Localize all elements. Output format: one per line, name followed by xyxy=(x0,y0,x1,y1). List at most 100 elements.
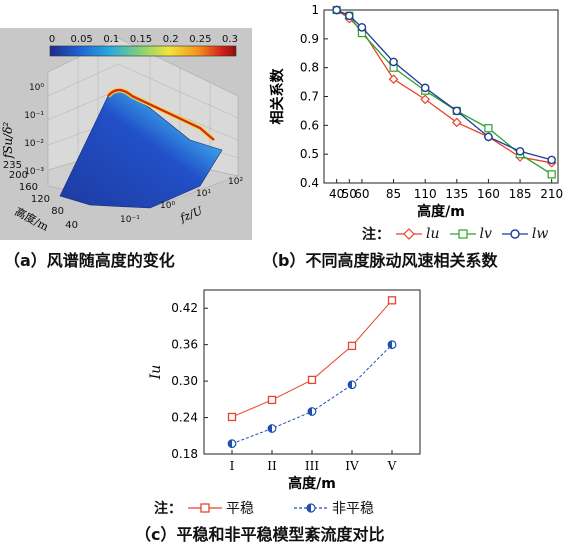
height-tick-label: 160 xyxy=(19,182,38,193)
series-line-1 xyxy=(231,344,393,445)
y-tick-label: 0.30 xyxy=(171,374,198,388)
data-point-lw xyxy=(344,11,354,21)
data-point-stationary xyxy=(387,296,397,305)
series-line-lu xyxy=(336,9,552,164)
legend-b-lw-text: lw xyxy=(531,226,549,242)
caption-c: （c）平稳和非平稳模型紊流度对比 xyxy=(135,525,385,544)
colorbar-tick-label: 0.05 xyxy=(71,34,93,45)
x-tick-label: 135 xyxy=(445,187,468,201)
data-point-lw xyxy=(420,83,430,93)
colorbar-tick-label: 0.15 xyxy=(130,34,152,45)
x-tick-label: 60 xyxy=(354,187,369,201)
data-point-stationary xyxy=(227,412,237,422)
y-tick-label: 0.36 xyxy=(171,338,198,352)
y-tick-label: 0.4 xyxy=(300,176,319,190)
data-point-lw xyxy=(389,57,398,67)
y-tick-label: 0.18 xyxy=(171,447,198,461)
data-point-stationary xyxy=(267,395,277,405)
caption-b: （b）不同高度脉动风速相关系数 xyxy=(262,251,498,270)
colorbar-tick-label: 0.1 xyxy=(103,34,119,45)
freq-tick-label: 10⁻¹ xyxy=(120,215,140,225)
legend-b: 注： lu lv lw xyxy=(362,224,558,244)
legend-c: 注： 平稳 非平稳 xyxy=(154,498,384,518)
legend-c-nonstationary-text: 非平稳 xyxy=(332,501,374,517)
colorbar-tick-label: 0 xyxy=(49,34,55,45)
data-point-lu xyxy=(420,94,431,105)
y-tick-label: 0.8 xyxy=(300,61,319,75)
data-point-lw xyxy=(547,155,556,165)
y-tick-label: 0.24 xyxy=(171,411,198,425)
legend-b-lu-text: lu xyxy=(426,226,440,242)
data-point-nonstationary-fill xyxy=(308,407,312,416)
z-tick-label: 10⁰ xyxy=(29,83,44,93)
height-tick-label: 200 xyxy=(9,170,28,181)
data-point-lv xyxy=(484,124,493,133)
height-tick-label: 120 xyxy=(31,194,50,205)
z-tick-label: 10⁻³ xyxy=(24,167,44,177)
legend-b-item-lu: lu xyxy=(396,226,440,242)
x-tick-label: I xyxy=(230,459,235,473)
legend-b-item-lw: lw xyxy=(501,226,549,242)
colorbar-tick-label: 0.3 xyxy=(222,34,238,45)
x-tick-label: 210 xyxy=(540,187,563,201)
freq-tick-label: 10¹ xyxy=(196,189,211,199)
legend-c-label: 注： xyxy=(154,501,182,517)
height-tick-label: 235 xyxy=(3,160,22,171)
data-point-lu xyxy=(388,74,399,85)
colorbar xyxy=(49,45,237,57)
legend-c-item-stationary: 平稳 xyxy=(188,498,254,518)
x-axis-label: 高度/m xyxy=(288,475,336,492)
data-point-nonstationary-fill xyxy=(228,439,232,448)
x-tick-label: II xyxy=(267,459,277,473)
height-tick-label: 40 xyxy=(65,220,78,231)
data-point-nonstationary-fill xyxy=(388,340,392,349)
x-tick-label: V xyxy=(387,459,397,473)
y-tick-label: 0.6 xyxy=(300,118,319,132)
x-axis-label: 高度/m xyxy=(417,203,465,220)
y-tick-label: 1 xyxy=(311,3,319,17)
data-point-lw xyxy=(332,5,341,15)
z-axis-label: fSu/δ² xyxy=(1,122,15,160)
turbulence-line-chart: 0.180.240.300.360.42I II III IV V高度/mIu xyxy=(148,289,421,492)
data-point-lw xyxy=(452,106,462,116)
y-tick-label: 0.42 xyxy=(171,301,198,315)
x-tick-label: 110 xyxy=(414,187,437,201)
height-tick-label: 80 xyxy=(51,206,64,217)
plot-frame xyxy=(203,289,421,455)
data-point-lw xyxy=(484,132,493,142)
freq-tick-label: 10² xyxy=(228,177,243,187)
freq-tick-label: 10⁰ xyxy=(160,201,175,211)
caption-a: （a）风谱随高度的变化 xyxy=(4,251,175,270)
data-point-stationary xyxy=(347,341,357,351)
panel-b-correlation-chart: 0.4 0.5 0.6 0.7 0.8 0.9 1 40 50 60 85 110 135 160 185 2… xyxy=(258,0,575,240)
colorbar-tick-label: 0.25 xyxy=(189,34,211,45)
data-point-lw xyxy=(357,22,367,32)
y-tick-label: 0.5 xyxy=(300,147,319,161)
legend-c-stationary-text: 平稳 xyxy=(226,501,254,517)
legend-b-item-lv: lv xyxy=(449,226,492,242)
z-tick-label: 10⁻² xyxy=(24,139,44,149)
data-point-lw xyxy=(515,146,525,156)
legend-b-lv-text: lv xyxy=(479,226,492,242)
panel-c-turbulence-chart: 0.18 0.24 0.30 0.36 0.42 I II III IV V 高度/m Iu xyxy=(120,282,460,512)
x-tick-label: 85 xyxy=(386,187,401,201)
data-point-stationary xyxy=(307,375,317,385)
y-axis-label: 相关系数 xyxy=(269,68,286,125)
y-axis-label: Iu xyxy=(148,365,164,381)
data-point-nonstationary-fill xyxy=(268,424,272,433)
panel-a-spectrum-figure: 0 0.05 0.1 0.15 0.2 0.25 0.3 10⁰ 10⁻¹ 10⁻² 10⁻³ f… xyxy=(0,0,252,240)
x-tick-label: 160 xyxy=(477,187,500,201)
legend-b-label: 注： xyxy=(362,227,390,243)
series-line-0 xyxy=(231,299,393,418)
y-tick-label: 0.7 xyxy=(300,90,319,104)
data-point-lv xyxy=(547,170,556,179)
x-tick-label: III xyxy=(305,459,319,473)
x-tick-label: IV xyxy=(345,459,359,473)
z-tick-label: 10⁻¹ xyxy=(24,111,44,121)
x-tick-label: 40 xyxy=(329,187,344,201)
legend-c-item-nonstationary: 非平稳 xyxy=(294,498,374,518)
spectrum-3d-plot: 0 0.05 0.1 0.15 0.2 0.25 0.3 10⁰ 10⁻¹ 10⁻² 10⁻³ f… xyxy=(0,28,252,240)
series-line-lw xyxy=(336,9,552,161)
x-tick-label: 185 xyxy=(509,187,532,201)
